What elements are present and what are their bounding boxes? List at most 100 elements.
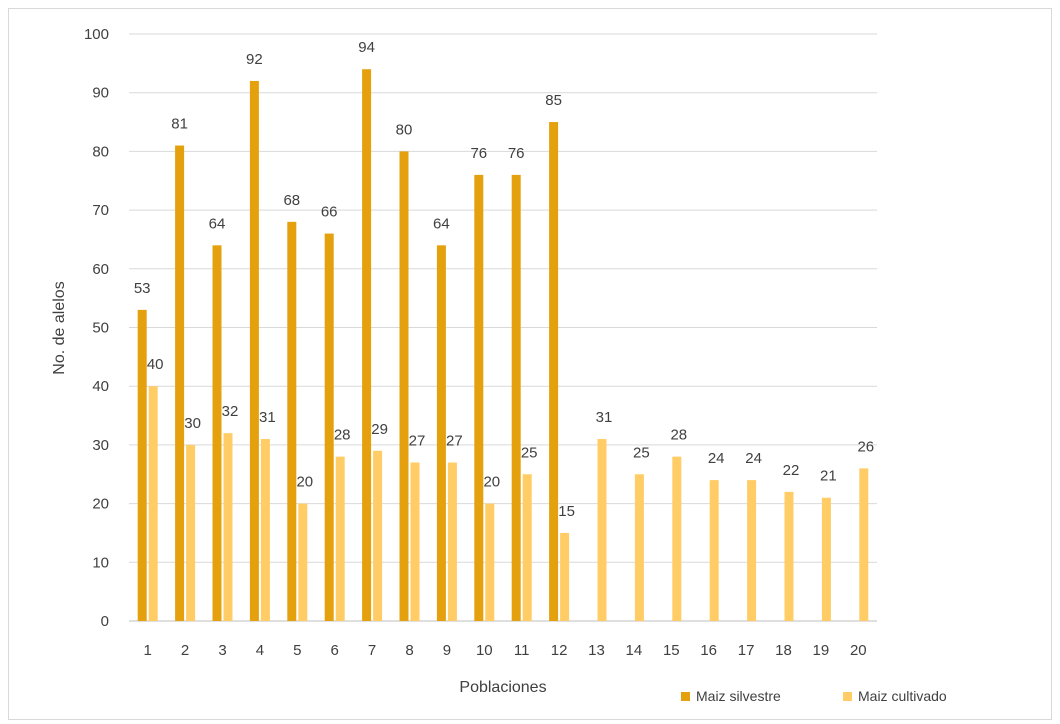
x-tick-label: 19: [813, 642, 830, 659]
x-tick-label: 15: [663, 642, 680, 659]
y-tick-label: 60: [92, 261, 109, 278]
x-tick-label: 2: [181, 642, 189, 659]
legend-label-maiz-silvestre: Maiz silvestre: [696, 688, 781, 704]
y-tick-label: 20: [92, 496, 109, 513]
x-tick-label: 10: [476, 642, 493, 659]
x-axis-ticks: 1 2 3 4 5 6 7 8 9 10 11 12 13 14 15 16 17 18 19 20: [144, 642, 867, 659]
data-label-maiz-cultivado-13: 31: [596, 409, 613, 426]
bar-maiz-silvestre-8: [399, 151, 409, 621]
data-label-maiz-cultivado-19: 21: [820, 468, 837, 485]
data-label-maiz-cultivado-9: 27: [446, 433, 463, 450]
data-labels: 53 40 81 30 64 32 92 31 68 20 66 28 94 29 80 27 64 27 76 20…: [134, 39, 874, 520]
data-label-maiz-silvestre-1: 53: [134, 280, 151, 297]
bar-maiz-cultivado-4: [260, 439, 270, 621]
bar-maiz-silvestre-3: [212, 245, 222, 621]
data-label-maiz-cultivado-17: 24: [745, 450, 762, 467]
x-tick-label: 8: [405, 642, 413, 659]
data-label-maiz-cultivado-3: 32: [222, 403, 239, 420]
data-label-maiz-cultivado-16: 24: [708, 450, 725, 467]
data-label-maiz-cultivado-6: 28: [334, 427, 351, 444]
data-label-maiz-cultivado-18: 22: [783, 462, 800, 479]
y-tick-label: 10: [92, 554, 109, 571]
x-tick-label: 16: [700, 642, 717, 659]
bar-maiz-cultivado-20: [859, 468, 869, 621]
x-axis-title: Poblaciones: [459, 679, 546, 696]
data-label-maiz-cultivado-1: 40: [147, 356, 164, 373]
y-tick-label: 90: [92, 85, 109, 102]
legend-swatch-maiz-cultivado: [843, 692, 852, 701]
y-axis-ticks: 0 10 20 30 40 50 60 70 80 90 100: [84, 26, 109, 630]
data-label-maiz-silvestre-11: 76: [508, 145, 525, 162]
data-label-maiz-silvestre-3: 64: [209, 215, 226, 232]
bar-maiz-silvestre-2: [175, 145, 185, 621]
x-tick-label: 6: [331, 642, 339, 659]
data-label-maiz-silvestre-4: 92: [246, 51, 263, 68]
data-label-maiz-cultivado-12: 15: [558, 503, 575, 520]
x-tick-label: 11: [514, 642, 530, 659]
y-tick-label: 80: [92, 143, 109, 160]
data-label-maiz-cultivado-14: 25: [633, 444, 650, 461]
y-tick-label: 30: [92, 437, 109, 454]
bar-maiz-cultivado-16: [709, 480, 719, 621]
x-tick-label: 5: [293, 642, 301, 659]
bar-maiz-cultivado-1: [148, 386, 158, 621]
x-tick-label: 9: [443, 642, 451, 659]
bar-maiz-cultivado-18: [784, 491, 794, 621]
y-tick-label: 70: [92, 202, 109, 219]
x-tick-label: 17: [738, 642, 755, 659]
data-label-maiz-silvestre-7: 94: [358, 39, 375, 56]
data-label-maiz-silvestre-10: 76: [470, 145, 487, 162]
bar-maiz-cultivado-13: [597, 439, 607, 621]
bar-maiz-silvestre-10: [474, 174, 484, 621]
data-label-maiz-silvestre-5: 68: [283, 192, 300, 209]
bar-maiz-silvestre-5: [287, 221, 297, 621]
data-label-maiz-silvestre-2: 81: [171, 116, 188, 133]
x-tick-label: 18: [775, 642, 792, 659]
gridlines: [129, 33, 877, 622]
bar-maiz-silvestre-4: [249, 80, 259, 621]
data-label-maiz-cultivado-2: 30: [184, 415, 201, 432]
y-axis-title: No. de alelos: [51, 281, 68, 374]
data-label-maiz-silvestre-9: 64: [433, 215, 450, 232]
bar-maiz-silvestre-11: [511, 174, 521, 621]
x-tick-label: 20: [850, 642, 867, 659]
data-label-maiz-cultivado-10: 20: [483, 474, 500, 491]
data-label-maiz-cultivado-15: 28: [670, 427, 687, 444]
x-tick-label: 4: [256, 642, 264, 659]
data-label-maiz-cultivado-5: 20: [296, 474, 313, 491]
bars: [137, 69, 869, 622]
bar-maiz-silvestre-9: [436, 245, 446, 621]
bar-maiz-cultivado-7: [373, 450, 383, 621]
data-label-maiz-cultivado-7: 29: [371, 421, 388, 438]
bar-maiz-cultivado-8: [410, 462, 420, 621]
data-label-maiz-silvestre-8: 80: [396, 121, 413, 138]
bar-maiz-cultivado-15: [672, 456, 682, 621]
bar-maiz-cultivado-3: [223, 433, 233, 621]
y-tick-label: 50: [92, 320, 109, 337]
y-tick-label: 0: [101, 613, 109, 630]
bar-maiz-cultivado-14: [634, 474, 644, 621]
legend-label-maiz-cultivado: Maiz cultivado: [858, 688, 947, 704]
x-tick-label: 3: [218, 642, 226, 659]
bar-maiz-cultivado-9: [447, 462, 457, 621]
data-label-maiz-silvestre-12: 85: [545, 92, 562, 109]
data-label-maiz-silvestre-6: 66: [321, 204, 338, 221]
data-label-maiz-cultivado-8: 27: [409, 433, 426, 450]
bar-maiz-silvestre-12: [549, 122, 559, 622]
x-tick-label: 7: [368, 642, 376, 659]
data-label-maiz-cultivado-20: 26: [857, 438, 874, 455]
y-tick-label: 100: [84, 26, 109, 43]
x-tick-label: 12: [551, 642, 568, 659]
y-tick-label: 40: [92, 378, 109, 395]
x-tick-label: 13: [588, 642, 605, 659]
legend-swatch-maiz-silvestre: [681, 692, 690, 701]
x-tick-label: 1: [144, 642, 152, 659]
bar-maiz-silvestre-7: [362, 69, 372, 622]
data-label-maiz-cultivado-11: 25: [521, 444, 538, 461]
bar-maiz-cultivado-10: [485, 503, 495, 621]
bar-maiz-cultivado-5: [298, 503, 308, 621]
legend: Maiz silvestre Maiz cultivado: [681, 688, 947, 704]
bar-maiz-cultivado-2: [186, 444, 196, 621]
data-label-maiz-cultivado-4: 31: [259, 409, 276, 426]
